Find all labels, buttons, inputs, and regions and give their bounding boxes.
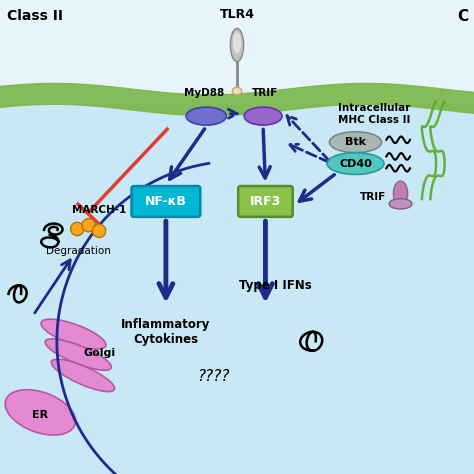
Text: TRIF: TRIF: [360, 191, 386, 202]
FancyBboxPatch shape: [238, 186, 293, 217]
Text: Btk: Btk: [345, 137, 366, 147]
Ellipse shape: [45, 339, 111, 370]
Text: CD40: CD40: [339, 158, 372, 169]
Ellipse shape: [41, 319, 106, 349]
Circle shape: [82, 219, 95, 232]
Text: C: C: [457, 9, 468, 24]
Text: ????: ????: [197, 369, 229, 384]
Ellipse shape: [389, 199, 412, 209]
Polygon shape: [0, 104, 474, 474]
Text: TLR4: TLR4: [219, 9, 255, 21]
Ellipse shape: [230, 28, 244, 62]
Text: MyD88: MyD88: [184, 88, 224, 98]
Text: NF-κB: NF-κB: [145, 195, 187, 208]
Text: ER: ER: [32, 410, 48, 420]
Ellipse shape: [327, 153, 384, 174]
Ellipse shape: [393, 181, 408, 206]
Text: Inflammatory
Cytokines: Inflammatory Cytokines: [121, 318, 210, 346]
Circle shape: [92, 224, 106, 237]
Text: Golgi: Golgi: [83, 348, 116, 358]
Text: Class II: Class II: [7, 9, 63, 23]
Ellipse shape: [51, 359, 115, 392]
Text: Type I IFNs: Type I IFNs: [238, 279, 311, 292]
Text: Degradation: Degradation: [46, 246, 110, 256]
Ellipse shape: [232, 87, 242, 95]
Ellipse shape: [233, 32, 241, 54]
Text: MARCH-1: MARCH-1: [73, 205, 127, 215]
FancyBboxPatch shape: [132, 186, 201, 217]
Circle shape: [71, 222, 84, 236]
Text: IRF3: IRF3: [250, 195, 281, 208]
Text: TRIF: TRIF: [252, 88, 279, 98]
Ellipse shape: [186, 107, 227, 125]
Ellipse shape: [5, 390, 75, 435]
Text: Intracellular
MHC Class II: Intracellular MHC Class II: [338, 103, 410, 125]
Ellipse shape: [329, 132, 382, 153]
Ellipse shape: [244, 107, 282, 125]
